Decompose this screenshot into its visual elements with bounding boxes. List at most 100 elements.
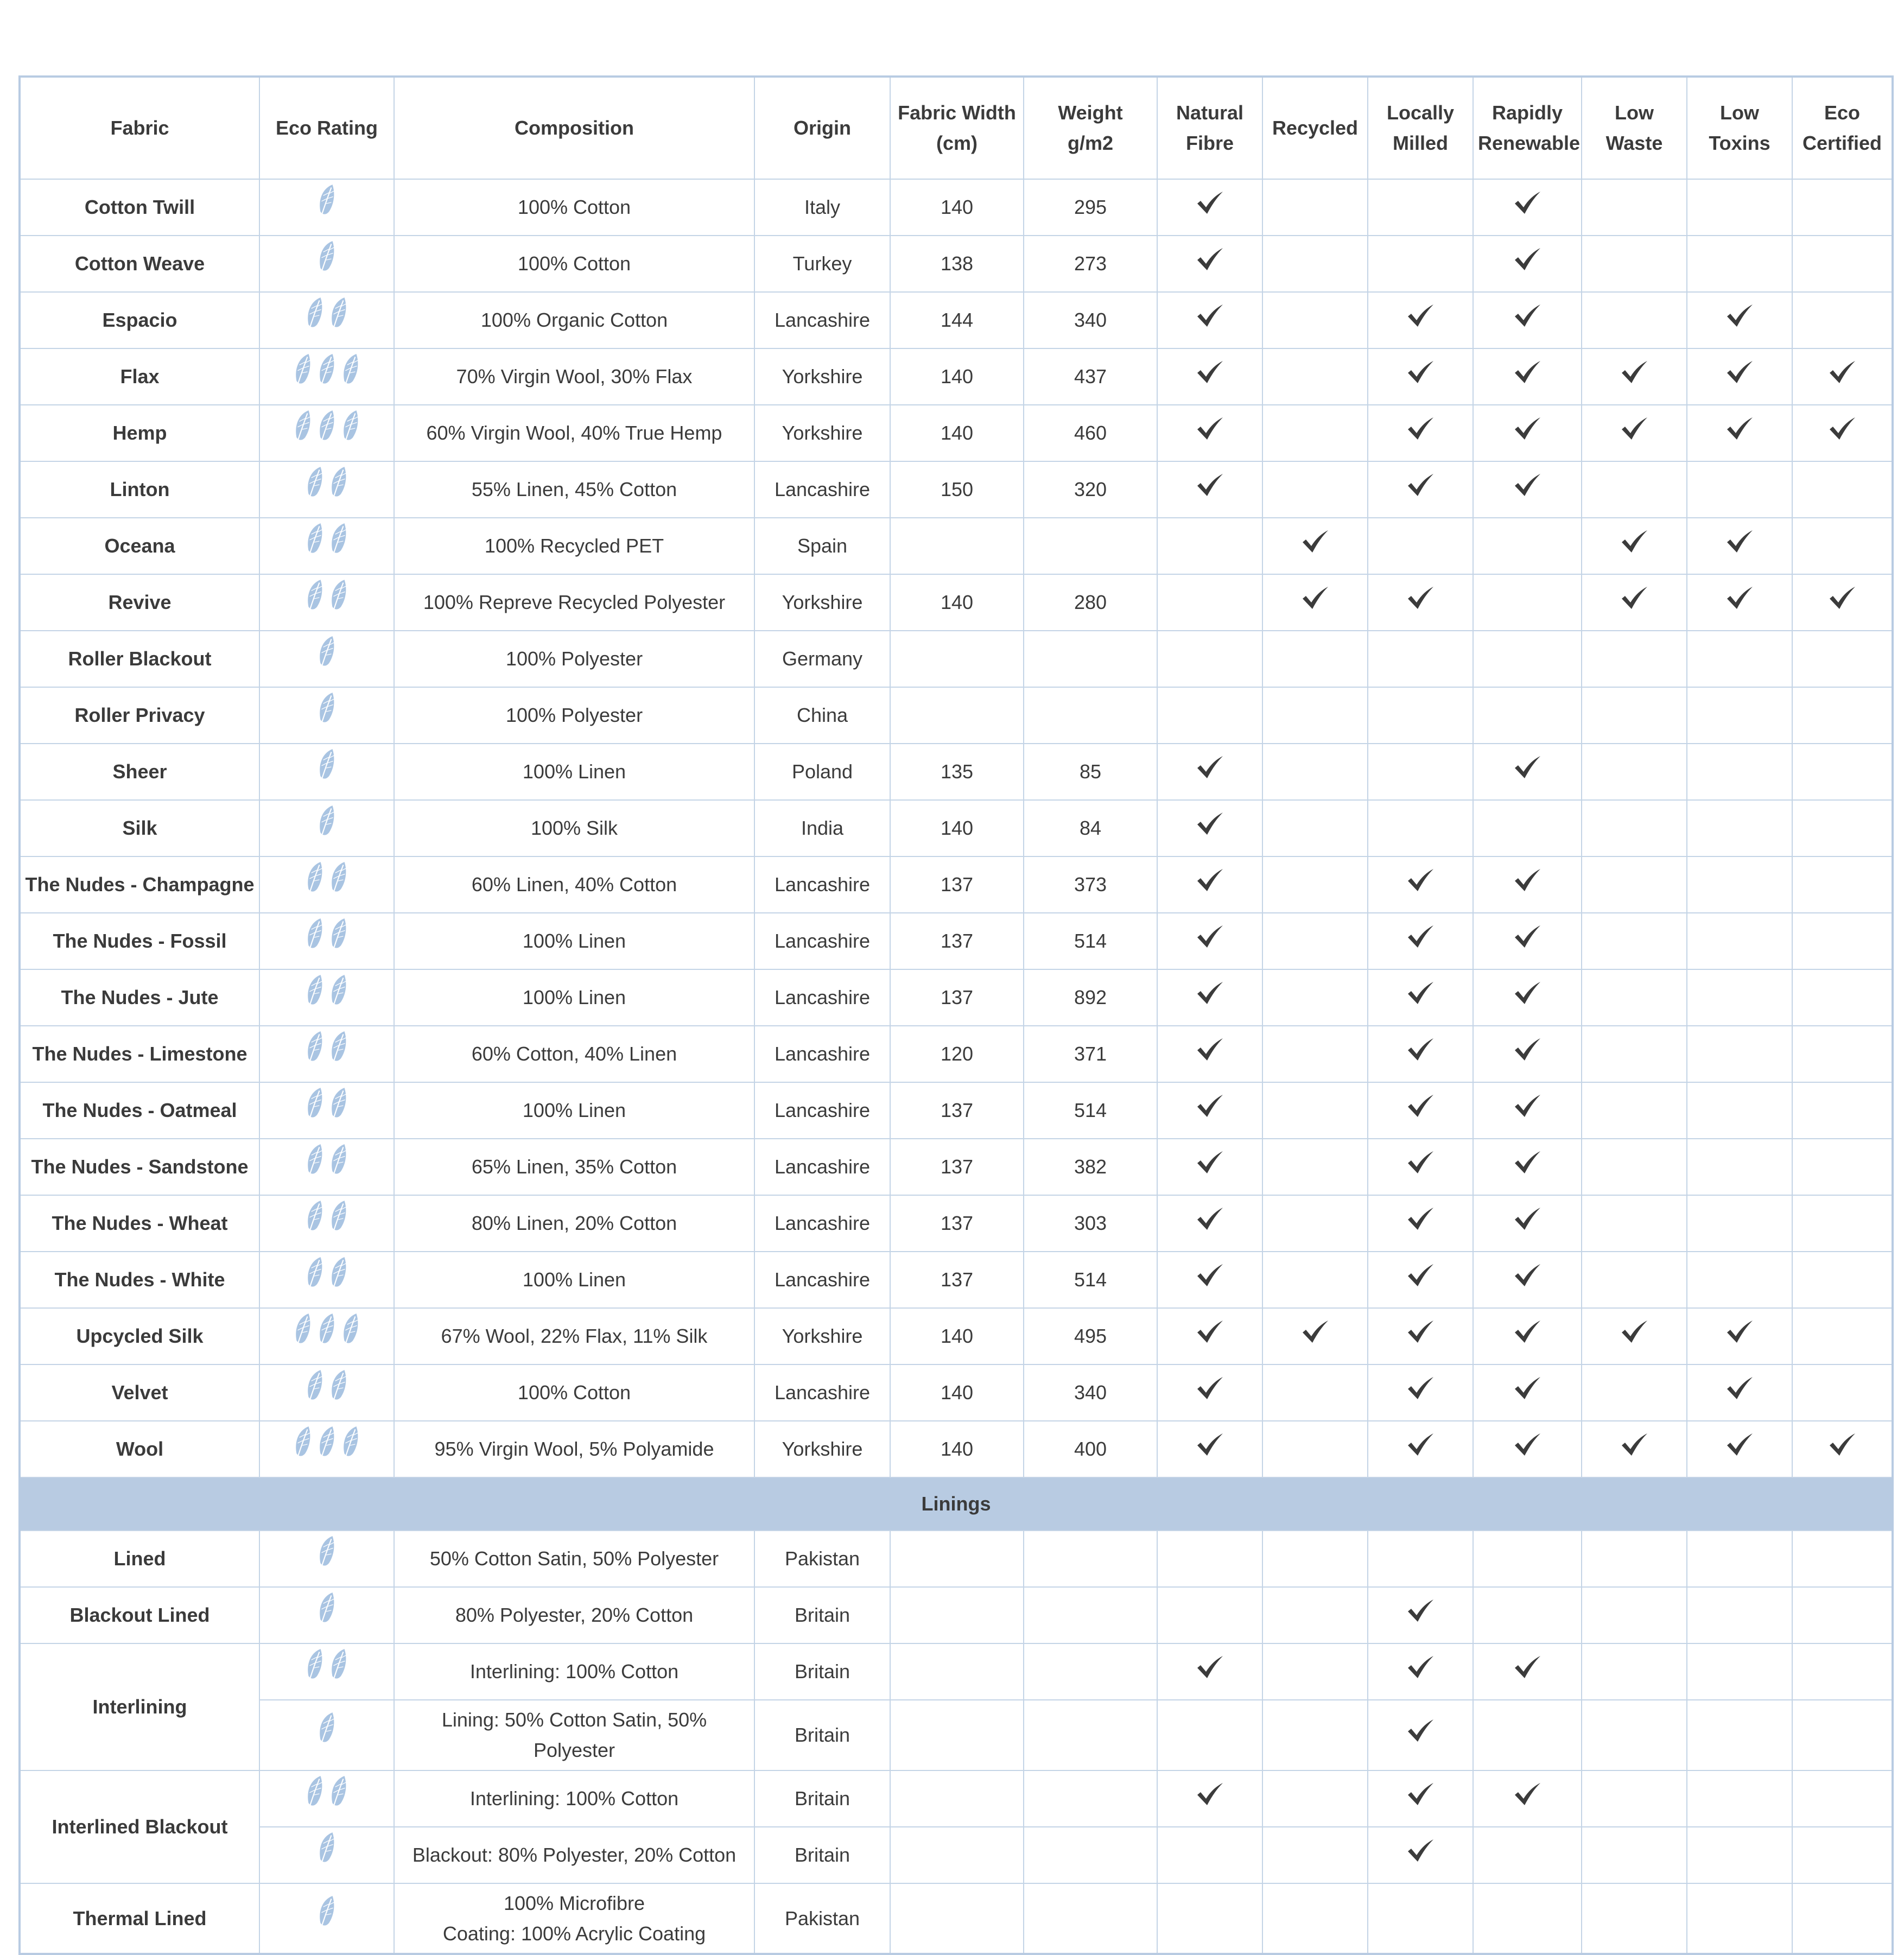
column-header: Fabric (19, 76, 260, 180)
leaf-icon (327, 860, 351, 900)
composition-cell: 100% Linen (394, 912, 755, 970)
checkmark-icon (1406, 586, 1435, 611)
weight-cell: 514 (1023, 1082, 1158, 1139)
locally-milled-cell (1367, 235, 1474, 293)
recycled-cell (1262, 404, 1368, 462)
composition-cell: 100% Linen (394, 1082, 755, 1139)
composition-cell: 60% Cotton, 40% Linen (394, 1025, 755, 1083)
rapidly-renewable-cell (1473, 1826, 1582, 1884)
low-toxins-cell (1686, 461, 1793, 518)
leaf-icon (291, 1425, 315, 1465)
composition-cell: 80% Linen, 20% Cotton (394, 1195, 755, 1252)
checkmark-icon (1513, 1037, 1541, 1062)
low-waste-cell (1581, 1586, 1687, 1644)
eco-rating-cell (259, 179, 395, 236)
table-row: The Nudes - Fossil 100% Linen Lancashire 13… (19, 912, 1893, 970)
checkmark-icon (1725, 586, 1754, 611)
width-cell: 140 (890, 1420, 1024, 1478)
composition-line: 100% Linen (522, 1268, 626, 1291)
rapidly-renewable-cell (1473, 969, 1582, 1026)
low-toxins-cell (1686, 743, 1793, 801)
weight-cell: 382 (1023, 1138, 1158, 1196)
fabric-name: The Nudes - White (19, 1251, 260, 1309)
natural-fibre-cell (1157, 1420, 1263, 1478)
fabric-name: Roller Privacy (19, 687, 260, 744)
eco-certified-cell (1792, 1530, 1893, 1588)
rapidly-renewable-cell (1473, 461, 1582, 518)
column-header-line: Eco Rating (275, 117, 378, 139)
eco-certified-cell (1792, 1082, 1893, 1139)
composition-cell: 100% Recycled PET (394, 517, 755, 575)
composition-cell: Interlining: 100% Cotton (394, 1643, 755, 1700)
leaf-icon (303, 1030, 327, 1070)
leaf-icon (327, 1255, 351, 1296)
lining-name: Interlining (19, 1643, 260, 1771)
fabric-name: Linton (19, 461, 260, 518)
eco-certified-cell (1792, 1364, 1893, 1421)
natural-fibre-cell (1157, 1138, 1263, 1196)
checkmark-icon (1196, 868, 1224, 893)
locally-milled-cell (1367, 1699, 1474, 1771)
origin-cell: Lancashire (754, 1195, 891, 1252)
column-header-line: Certified (1802, 132, 1882, 154)
leaf-icon (291, 352, 315, 392)
origin-cell: Britain (754, 1699, 891, 1771)
checkmark-icon (1513, 1782, 1541, 1807)
composition-line: 100% Polyester (505, 704, 643, 726)
checkmark-icon (1406, 1718, 1435, 1743)
eco-certified-cell (1792, 969, 1893, 1026)
rapidly-renewable-cell (1473, 517, 1582, 575)
natural-fibre-cell (1157, 912, 1263, 970)
low-toxins-cell (1686, 291, 1793, 349)
low-toxins-cell (1686, 799, 1793, 857)
locally-milled-cell (1367, 348, 1474, 405)
column-header: Natural Fibre (1157, 76, 1263, 180)
checkmark-icon (1196, 1207, 1224, 1232)
eco-rating-cell (259, 574, 395, 631)
leaf-icon (303, 1774, 327, 1814)
origin-cell: Spain (754, 517, 891, 575)
rapidly-renewable-cell (1473, 574, 1582, 631)
low-toxins-cell (1686, 1138, 1793, 1196)
leaf-icon (303, 1368, 327, 1408)
table-row: The Nudes - Wheat 80% Linen, 20% Cotton La… (19, 1195, 1893, 1252)
fabric-name: The Nudes - Oatmeal (19, 1082, 260, 1139)
fabric-name: The Nudes - Champagne (19, 856, 260, 913)
composition-line: 67% Wool, 22% Flax, 11% Silk (441, 1325, 708, 1347)
locally-milled-cell (1367, 1251, 1474, 1309)
eco-rating-cell (259, 404, 395, 462)
checkmark-icon (1513, 1263, 1541, 1288)
fabric-name: Wool (19, 1420, 260, 1478)
rapidly-renewable-cell (1473, 1251, 1582, 1309)
leaf-icon (315, 804, 339, 844)
rapidly-renewable-cell (1473, 630, 1582, 688)
eco-certified-cell (1792, 1826, 1893, 1884)
width-cell (890, 1826, 1024, 1884)
table-row: Roller Privacy 100% Polyester China (19, 687, 1893, 744)
table-row: Hemp 60% Virgin Wool, 40% True Hemp Yorksh… (19, 404, 1893, 462)
leaf-icon (291, 1312, 315, 1352)
leaf-icon (315, 1591, 339, 1631)
table-row: Oceana 100% Recycled PET Spain (19, 517, 1893, 575)
leaf-icon (339, 352, 363, 392)
checkmark-icon (1828, 1432, 1856, 1457)
origin-cell: Britain (754, 1586, 891, 1644)
checkmark-icon (1301, 529, 1329, 554)
table-row: Cotton Twill 100% Cotton Italy 140 295 (19, 179, 1893, 236)
fabric-name: Revive (19, 574, 260, 631)
low-toxins-cell (1686, 1307, 1793, 1365)
composition-line: 100% Polyester (505, 648, 643, 670)
eco-rating-cell (259, 856, 395, 913)
checkmark-icon (1196, 1376, 1224, 1401)
origin-cell: Lancashire (754, 856, 891, 913)
eco-rating (303, 1199, 351, 1239)
low-waste-cell (1581, 1826, 1687, 1884)
fabric-name: Roller Blackout (19, 630, 260, 688)
origin-cell: Lancashire (754, 912, 891, 970)
weight-cell: 303 (1023, 1195, 1158, 1252)
composition-line: 100% Cotton (517, 1381, 631, 1404)
width-cell (890, 1586, 1024, 1644)
table-row: Velvet 100% Cotton Lancashire 140 340 (19, 1364, 1893, 1421)
fabric-name: Sheer (19, 743, 260, 801)
low-toxins-cell (1686, 404, 1793, 462)
